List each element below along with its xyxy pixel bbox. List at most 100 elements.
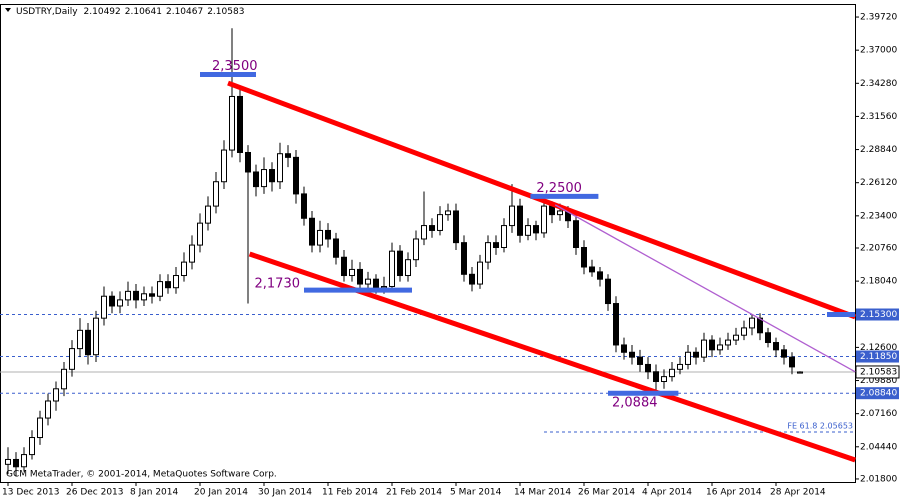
candle-body xyxy=(205,205,211,224)
candle-body xyxy=(485,242,491,263)
candle-body xyxy=(629,351,635,358)
level-annotation: 2,1730 xyxy=(255,277,301,292)
level-label-bg xyxy=(856,387,899,400)
candle-body xyxy=(437,214,443,231)
candle-body xyxy=(173,275,179,289)
candle-body xyxy=(253,171,259,188)
candle-body xyxy=(405,259,411,277)
candle-body xyxy=(421,225,427,240)
candle-body xyxy=(493,242,499,249)
candle-body xyxy=(429,225,435,231)
candle-body xyxy=(685,351,691,365)
y-tick-label: 2.20760 xyxy=(860,243,897,253)
y-tick-label: 2.01800 xyxy=(860,474,897,484)
header: USDTRY,Daily 2.10492 2.10641 2.10467 2.10583 xyxy=(16,7,244,17)
candle-body xyxy=(21,454,27,468)
candle-body xyxy=(557,210,563,216)
candle-body xyxy=(509,205,515,227)
x-tick-label: 26 Dec 2013 xyxy=(66,488,124,498)
candle-body xyxy=(725,339,731,346)
level-annotation: 2,3500 xyxy=(212,59,258,74)
y-tick-label: 2.31560 xyxy=(860,112,897,122)
price-label-bg xyxy=(855,365,900,379)
candle-body xyxy=(149,293,155,297)
candle-body xyxy=(397,250,403,277)
x-tick-label: 13 Dec 2013 xyxy=(2,488,60,498)
x-tick-label: 16 Apr 2014 xyxy=(706,488,762,498)
candle-body xyxy=(637,356,643,365)
y-tick-label: 2.28840 xyxy=(860,145,897,155)
candle-body xyxy=(717,344,723,351)
trend-line xyxy=(227,80,857,320)
candle-body xyxy=(501,225,507,249)
candle-body xyxy=(133,290,139,301)
candle-body xyxy=(693,351,699,358)
candle-body xyxy=(85,329,91,356)
x-tick-label: 20 Jan 2014 xyxy=(194,488,248,498)
y-tick-label: 2.26120 xyxy=(860,178,897,188)
candle-body xyxy=(469,273,475,285)
candle-body xyxy=(29,437,35,456)
candle-body xyxy=(773,342,779,351)
candle-body xyxy=(453,210,459,244)
symbol: USDTRY,Daily xyxy=(16,7,78,17)
level-annotation: 2,2500 xyxy=(536,181,582,196)
open: 2.10492 xyxy=(84,7,121,17)
level-label: 2.15300 xyxy=(860,310,897,320)
candle-body xyxy=(245,151,251,173)
candle-body xyxy=(605,278,611,305)
y-tick-label: 2.12600 xyxy=(860,343,897,353)
candle-body xyxy=(621,344,627,353)
candle-body xyxy=(213,181,219,207)
level-label-bg xyxy=(856,350,899,363)
x-tick-label: 21 Feb 2014 xyxy=(386,488,442,498)
x-tick-label: 11 Feb 2014 xyxy=(322,488,378,498)
menu-arrow[interactable] xyxy=(5,8,11,12)
candle-body xyxy=(789,356,795,368)
candle-body xyxy=(741,327,747,336)
candle-body xyxy=(229,95,235,151)
candle-body xyxy=(293,156,299,195)
level-label: 2.08840 xyxy=(860,389,897,399)
candle-body xyxy=(765,332,771,344)
y-tick-label: 2.04440 xyxy=(860,442,897,452)
candle-body xyxy=(445,210,451,216)
candle-body xyxy=(221,149,227,183)
candle-body xyxy=(325,229,331,240)
y-tick-label: 2.07160 xyxy=(860,409,897,419)
low: 2.10467 xyxy=(166,7,203,17)
candle-body xyxy=(197,222,203,246)
candle-body xyxy=(141,293,147,301)
candle-body xyxy=(533,225,539,234)
trend-line xyxy=(554,204,856,373)
y-tick-label: 2.18040 xyxy=(860,277,897,287)
candle-body xyxy=(285,153,291,158)
candle-body xyxy=(733,334,739,341)
candle-body xyxy=(573,220,579,249)
candle-body xyxy=(517,205,523,236)
candle-body xyxy=(101,295,107,319)
candle-body xyxy=(373,278,379,289)
close: 2.10583 xyxy=(207,7,244,17)
candle-body xyxy=(109,295,115,307)
candle-body xyxy=(613,303,619,346)
candle-body xyxy=(349,268,355,277)
candle-body xyxy=(461,242,467,275)
level-annotation: 2,0884 xyxy=(612,396,658,411)
y-tick-label: 2.34280 xyxy=(860,79,897,89)
candle-body xyxy=(381,285,387,289)
candle-body xyxy=(357,268,363,285)
candle-body xyxy=(93,317,99,356)
x-tick-label: 30 Jan 2014 xyxy=(258,488,312,498)
candle-body xyxy=(597,271,603,280)
candle-body xyxy=(333,238,339,258)
candle-body xyxy=(797,371,803,374)
candle-body xyxy=(5,458,11,465)
candle-body xyxy=(589,266,595,273)
candle-body xyxy=(277,153,283,183)
x-tick-label: 14 Mar 2014 xyxy=(514,488,571,498)
candle-body xyxy=(701,339,707,358)
y-tick-label: 2.09880 xyxy=(860,376,897,386)
